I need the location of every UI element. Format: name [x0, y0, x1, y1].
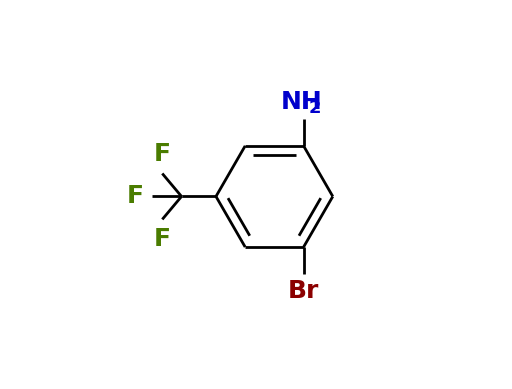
- Text: Br: Br: [288, 279, 319, 303]
- Text: F: F: [127, 184, 144, 209]
- Text: F: F: [154, 142, 171, 166]
- Text: 2: 2: [309, 98, 321, 117]
- Text: NH: NH: [281, 90, 323, 114]
- Text: F: F: [154, 227, 171, 251]
